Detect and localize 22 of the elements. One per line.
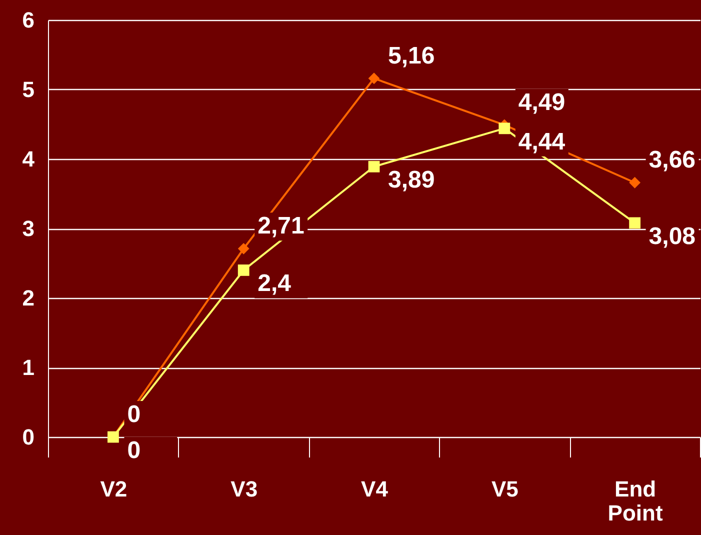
- data-label: 3,08: [648, 222, 696, 250]
- data-label: 3,66: [648, 146, 696, 174]
- x-tick-label: V3: [230, 476, 258, 502]
- y-tick-label: 0: [22, 424, 34, 450]
- y-tick-label: 3: [22, 216, 34, 241]
- x-tick-label: V2: [100, 476, 128, 502]
- data-label: 0: [127, 401, 141, 428]
- data-label: 4,49: [518, 88, 566, 116]
- data-label: 5,16: [388, 42, 435, 70]
- y-tick-label: 1: [22, 355, 34, 380]
- data-label: 4,44: [518, 128, 566, 156]
- data-label: 0: [127, 437, 141, 464]
- data-label: 2,4: [258, 270, 292, 298]
- data-label: 2,71: [258, 212, 304, 240]
- y-tick-label: 4: [22, 146, 36, 172]
- x-tick-label: V4: [361, 476, 389, 502]
- x-tick-label: V5: [491, 476, 518, 502]
- y-tick-label: 5: [22, 77, 34, 102]
- data-label: 3,89: [388, 166, 435, 194]
- x-tick-label: End Point: [608, 476, 664, 526]
- y-tick-label: 6: [22, 8, 34, 32]
- y-tick-label: 2: [22, 286, 34, 310]
